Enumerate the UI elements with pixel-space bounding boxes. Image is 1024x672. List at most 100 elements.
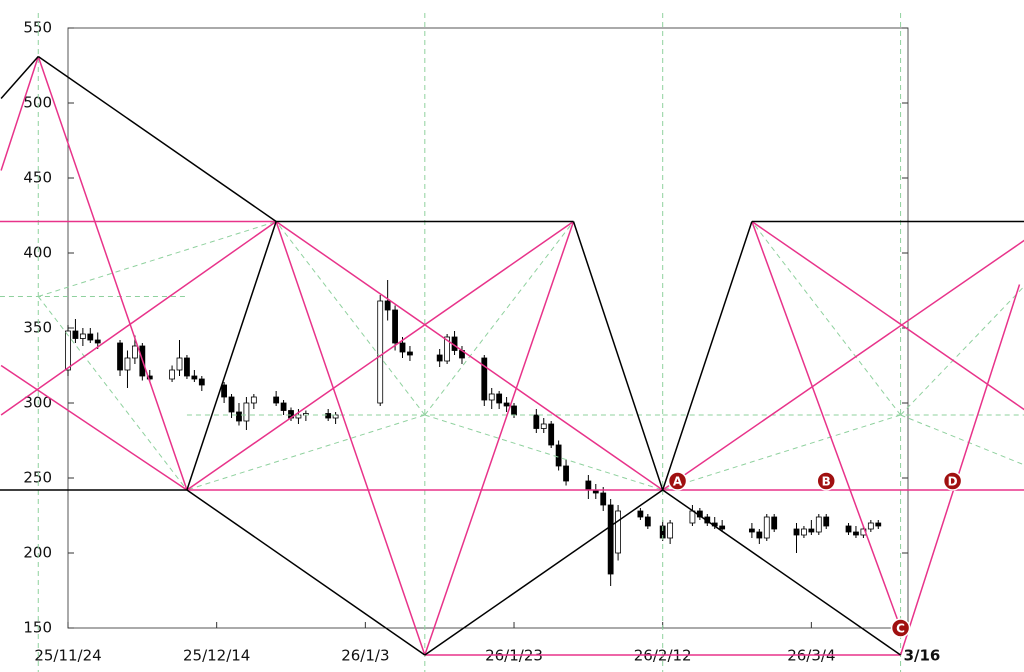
overlay-line bbox=[275, 221, 426, 656]
candle-body bbox=[250, 396, 257, 404]
candle-body bbox=[280, 402, 287, 411]
candle-body bbox=[146, 375, 153, 380]
candle-body bbox=[667, 522, 674, 539]
point-marker: A bbox=[667, 471, 688, 491]
y-tick-label: 300 bbox=[23, 394, 52, 412]
candle-body bbox=[191, 375, 198, 380]
candle-body bbox=[236, 411, 242, 422]
marker-circle bbox=[890, 618, 911, 638]
guide-line bbox=[38, 221, 277, 297]
candle-body bbox=[540, 423, 547, 429]
candle-body bbox=[533, 414, 540, 429]
overlay-line bbox=[37, 55, 277, 223]
candle-body bbox=[763, 516, 770, 539]
candle-body bbox=[228, 396, 235, 413]
candle-body bbox=[377, 300, 384, 404]
candle-body bbox=[563, 465, 569, 482]
candle-body bbox=[600, 492, 607, 506]
candle-body bbox=[117, 342, 123, 371]
candle-body bbox=[756, 531, 763, 539]
overlay-line bbox=[0, 220, 277, 416]
candle-body bbox=[511, 405, 517, 416]
candle-body bbox=[875, 522, 882, 527]
candle-body bbox=[801, 528, 807, 536]
overlay-line bbox=[751, 221, 902, 629]
y-tick-label: 150 bbox=[23, 619, 52, 637]
y-tick-label: 250 bbox=[23, 469, 52, 487]
candle-body bbox=[488, 393, 495, 401]
guide-line bbox=[751, 221, 901, 416]
candle-body bbox=[771, 516, 778, 530]
candle-body bbox=[87, 333, 94, 341]
overlay-line bbox=[751, 220, 1024, 411]
point-marker: B bbox=[816, 471, 836, 491]
candle-body bbox=[496, 393, 503, 404]
marker-label: A bbox=[673, 475, 683, 489]
candle-body bbox=[169, 369, 175, 380]
candle-body bbox=[845, 525, 852, 533]
overlay-line bbox=[37, 56, 188, 491]
overlay-line bbox=[186, 489, 426, 656]
candle-body bbox=[132, 345, 138, 359]
candle-body bbox=[644, 516, 651, 527]
marker-circle bbox=[816, 471, 836, 491]
guide-line bbox=[37, 296, 188, 491]
guide-line bbox=[662, 414, 901, 491]
candle-body bbox=[808, 528, 815, 533]
overlay-line bbox=[662, 239, 1024, 491]
marker-label: B bbox=[822, 475, 831, 489]
y-tick-label: 500 bbox=[23, 94, 52, 112]
candle-body bbox=[481, 357, 488, 401]
candle-body bbox=[176, 357, 183, 371]
candle-body bbox=[823, 516, 830, 527]
candle-body bbox=[436, 354, 443, 362]
candle-body bbox=[392, 309, 398, 344]
overlay-line bbox=[661, 221, 753, 491]
candle-body bbox=[867, 522, 874, 530]
candle-body bbox=[124, 357, 131, 371]
candle-body bbox=[585, 480, 592, 491]
overlay-line bbox=[186, 220, 574, 491]
x-tick-label: 25/11/24 bbox=[34, 647, 101, 665]
guide-line bbox=[424, 221, 574, 416]
candle-body bbox=[548, 423, 555, 446]
overlay-line bbox=[186, 221, 277, 491]
guide-line bbox=[900, 414, 1024, 466]
overlay-line bbox=[424, 489, 664, 656]
overlay-line bbox=[899, 284, 1021, 656]
x-tick-label: 25/12/14 bbox=[183, 647, 250, 665]
guide-line bbox=[424, 414, 663, 491]
point-marker: C bbox=[890, 618, 911, 638]
candle-body bbox=[719, 525, 726, 530]
y-tick-label: 400 bbox=[23, 244, 52, 262]
candle-body bbox=[184, 357, 190, 377]
marker-label: D bbox=[948, 475, 958, 489]
candle-body bbox=[815, 516, 822, 533]
candle-body bbox=[853, 531, 859, 536]
candle-body bbox=[748, 528, 755, 533]
overlay-line bbox=[0, 56, 39, 99]
candle-body bbox=[399, 342, 406, 353]
candle-body bbox=[555, 444, 562, 467]
overlay-line bbox=[0, 56, 39, 171]
candle-body bbox=[689, 510, 696, 524]
candle-body bbox=[503, 402, 510, 407]
overlay-line bbox=[572, 221, 664, 491]
candle-body bbox=[72, 330, 79, 339]
candle-body bbox=[444, 336, 451, 362]
candle-body bbox=[637, 510, 644, 518]
y-tick-label: 450 bbox=[23, 169, 52, 187]
candle-body bbox=[79, 333, 86, 339]
candle-body bbox=[607, 504, 614, 575]
y-tick-label: 200 bbox=[23, 544, 52, 562]
candle-body bbox=[243, 402, 250, 422]
x-tick-label: 26/1/3 bbox=[341, 647, 389, 665]
candle-body bbox=[221, 384, 228, 398]
candle-body bbox=[273, 396, 280, 404]
guide-line bbox=[186, 414, 425, 491]
marker-circle bbox=[942, 471, 963, 491]
marker-label: C bbox=[896, 622, 905, 636]
point-marker: D bbox=[942, 471, 963, 491]
